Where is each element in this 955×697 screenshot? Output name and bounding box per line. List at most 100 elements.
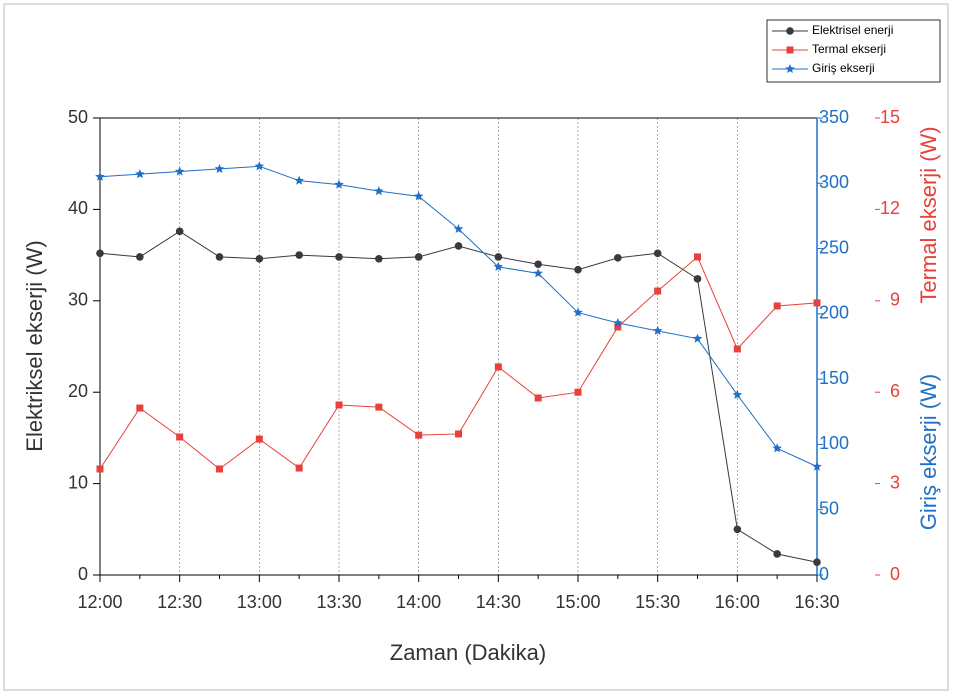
- marker: [174, 166, 185, 176]
- marker: [653, 249, 662, 258]
- marker: [785, 64, 795, 73]
- y-tick-label: 50: [68, 107, 88, 127]
- marker: [175, 227, 184, 236]
- y3-tick-label: 12: [880, 198, 900, 218]
- marker: [534, 394, 542, 402]
- marker: [773, 302, 781, 310]
- y3-axis-title: Termal ekserji (W): [916, 126, 941, 303]
- marker: [214, 163, 225, 173]
- y2-tick-label: 50: [819, 498, 839, 518]
- marker: [493, 261, 504, 271]
- marker: [533, 268, 543, 278]
- marker: [694, 253, 701, 261]
- marker: [453, 224, 464, 233]
- marker: [136, 404, 144, 412]
- marker: [494, 363, 502, 371]
- marker: [215, 253, 224, 261]
- x-tick-label: 16:30: [794, 592, 839, 612]
- marker: [573, 307, 583, 317]
- marker: [254, 161, 265, 171]
- marker: [455, 430, 462, 438]
- marker: [294, 175, 304, 185]
- marker: [413, 191, 424, 201]
- marker: [692, 333, 703, 343]
- marker: [335, 401, 343, 409]
- marker: [812, 461, 822, 471]
- marker: [733, 525, 742, 534]
- x-tick-label: 14:30: [476, 592, 521, 612]
- marker: [614, 323, 622, 331]
- y3-tick-label: 6: [890, 381, 900, 401]
- marker: [732, 389, 743, 399]
- marker: [574, 265, 582, 274]
- marker: [295, 464, 303, 472]
- y2-tick-label: 250: [819, 237, 849, 257]
- y-tick-label: 40: [68, 198, 88, 218]
- x-tick-label: 14:00: [396, 592, 441, 612]
- y2-tick-label: 0: [819, 564, 829, 584]
- marker: [335, 253, 343, 261]
- marker: [614, 254, 622, 262]
- marker: [135, 169, 145, 179]
- y2-tick-label: 150: [819, 368, 849, 388]
- marker: [96, 465, 104, 473]
- x-tick-label: 13:00: [237, 592, 282, 612]
- marker: [176, 433, 184, 441]
- y2-tick-label: 300: [819, 172, 849, 192]
- marker: [733, 345, 741, 353]
- marker: [534, 260, 542, 269]
- marker: [95, 171, 105, 181]
- frame: [3, 3, 949, 691]
- y3-tick-label: 15: [880, 107, 900, 127]
- marker: [773, 550, 781, 558]
- marker: [693, 275, 702, 283]
- marker: [786, 46, 794, 54]
- legend-label: Elektrisel enerji: [812, 23, 893, 37]
- marker: [613, 318, 623, 327]
- x-tick-label: 15:30: [635, 592, 680, 612]
- marker: [786, 27, 794, 35]
- marker: [813, 558, 821, 567]
- legend-label: Giriş ekserji: [812, 61, 875, 75]
- y3-tick-label: 3: [890, 472, 900, 492]
- y-axis-title: Elektriksel ekserji (W): [22, 240, 47, 451]
- y-tick-label: 20: [68, 381, 88, 401]
- legend-label: Termal ekserji: [812, 42, 886, 56]
- marker: [375, 254, 383, 263]
- marker: [574, 388, 582, 396]
- y-tick-label: 30: [68, 290, 88, 310]
- y2-tick-label: 350: [819, 107, 849, 127]
- legend-box: [766, 19, 941, 83]
- marker: [494, 253, 503, 261]
- x-tick-label: 16:00: [715, 592, 760, 612]
- marker: [414, 253, 423, 261]
- y2-tick-label: 200: [819, 303, 849, 323]
- marker: [216, 465, 223, 473]
- y2-tick-label: 100: [819, 433, 849, 453]
- x-tick-label: 12:30: [157, 592, 202, 612]
- marker: [374, 186, 384, 196]
- y3-tick-label: 9: [890, 290, 900, 310]
- marker: [136, 253, 144, 261]
- marker: [255, 435, 263, 443]
- marker: [96, 249, 104, 258]
- marker: [415, 431, 423, 439]
- marker: [375, 403, 383, 411]
- marker: [813, 299, 821, 307]
- marker: [654, 287, 662, 295]
- marker: [334, 179, 344, 189]
- marker: [652, 325, 663, 335]
- marker: [255, 254, 264, 263]
- y2-axis-title: Giriş ekserji (W): [916, 374, 941, 530]
- x-tick-label: 15:00: [555, 592, 600, 612]
- marker: [295, 251, 303, 259]
- y3-tick-label: 0: [890, 564, 900, 584]
- y-tick-label: 10: [68, 472, 88, 492]
- x-tick-label: 13:30: [316, 592, 361, 612]
- y-tick-label: 0: [78, 564, 88, 584]
- x-tick-label: 12:00: [77, 592, 122, 612]
- marker: [772, 443, 782, 453]
- marker: [454, 242, 463, 250]
- x-axis-title: Zaman (Dakika): [390, 640, 546, 665]
